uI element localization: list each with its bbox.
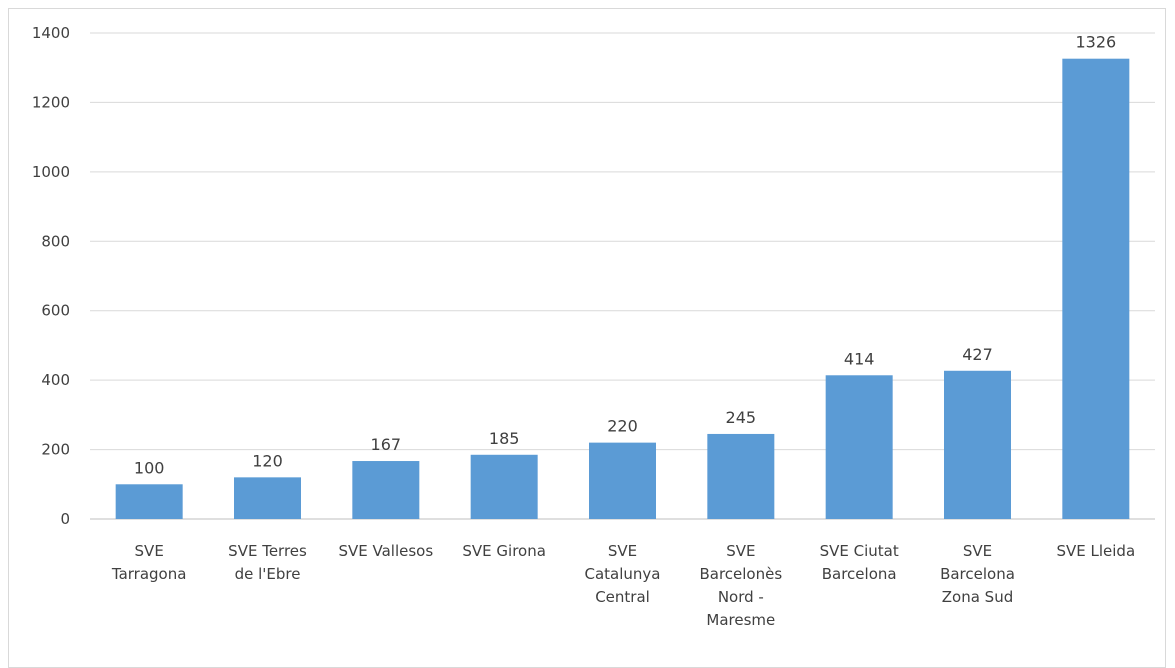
bar bbox=[944, 370, 1011, 519]
x-category-label-line: SVE bbox=[726, 542, 755, 560]
data-label: 427 bbox=[962, 345, 993, 364]
y-axis-ticks: 0 200 400 600 800 1000 1200 1400 bbox=[32, 24, 70, 528]
x-category-label-line: SVE Lleida bbox=[1056, 542, 1135, 560]
data-label: 120 bbox=[252, 451, 283, 470]
data-label: 245 bbox=[726, 408, 757, 427]
x-category-label-line: SVE Ciutat bbox=[820, 542, 899, 560]
x-category-label: SVE Vallesos bbox=[338, 542, 433, 560]
x-category-label: SVE Ciutat Barcelona bbox=[820, 542, 899, 583]
data-label: 220 bbox=[607, 417, 638, 436]
y-tick-label: 200 bbox=[41, 441, 70, 459]
x-category-label-line: Catalunya bbox=[585, 565, 661, 583]
bar bbox=[707, 433, 775, 519]
x-category-label-line: Barcelona bbox=[940, 565, 1015, 583]
x-category-label-line: Barcelonès bbox=[699, 565, 782, 583]
data-label: 167 bbox=[371, 435, 402, 454]
y-tick-label: 400 bbox=[41, 371, 70, 389]
data-label: 185 bbox=[489, 429, 520, 448]
x-category-label-line: Maresme bbox=[706, 611, 775, 629]
x-category-label-line: de l'Ebre bbox=[235, 565, 301, 583]
x-category-label-line: SVE bbox=[963, 542, 992, 560]
data-label: 1326 bbox=[1075, 33, 1116, 52]
x-category-label-line: SVE Vallesos bbox=[338, 542, 433, 560]
x-category-label-line: Barcelona bbox=[822, 565, 897, 583]
bar bbox=[1062, 58, 1130, 520]
x-category-label: SVE Barcelonès Nord - Maresme bbox=[699, 542, 782, 629]
x-category-label-line: Tarragona bbox=[111, 565, 187, 583]
x-category-label: SVE Catalunya Central bbox=[585, 542, 661, 606]
y-tick-label: 800 bbox=[41, 232, 70, 250]
x-category-label: SVE Tarragona bbox=[111, 542, 187, 583]
x-category-label: SVE Lleida bbox=[1056, 542, 1135, 560]
data-label: 100 bbox=[134, 458, 165, 477]
x-category-label-line: SVE bbox=[608, 542, 637, 560]
x-axis-categories: SVE Tarragona SVE Terres de l'Ebre SVE Valle… bbox=[111, 542, 1135, 629]
bar bbox=[234, 477, 301, 519]
data-label: 414 bbox=[844, 349, 875, 368]
bar bbox=[352, 461, 420, 519]
x-category-label-line: Zona Sud bbox=[942, 588, 1013, 606]
x-category-label-line: SVE Girona bbox=[462, 542, 546, 560]
bar bbox=[115, 484, 183, 519]
x-category-label: SVE Barcelona Zona Sud bbox=[940, 542, 1015, 606]
bars bbox=[115, 58, 1130, 520]
bar bbox=[825, 375, 893, 519]
y-tick-label: 0 bbox=[60, 510, 70, 528]
bar bbox=[589, 442, 656, 519]
bar bbox=[470, 454, 538, 519]
data-labels: 100 120 167 185 220 245 414 427 1326 bbox=[134, 33, 1116, 478]
y-tick-label: 1400 bbox=[32, 24, 70, 42]
bar-chart: 0 200 400 600 800 1000 1200 1400 100 120 167 185 22… bbox=[32, 24, 1155, 629]
y-tick-label: 1000 bbox=[32, 163, 70, 181]
x-category-label-line: SVE Terres bbox=[228, 542, 307, 560]
chart-frame bbox=[8, 8, 1166, 668]
x-category-label-line: SVE bbox=[135, 542, 164, 560]
x-category-label-line: Central bbox=[595, 588, 650, 606]
y-tick-label: 1200 bbox=[32, 93, 70, 111]
x-category-label: SVE Terres de l'Ebre bbox=[228, 542, 307, 583]
x-category-label-line: Nord - bbox=[718, 588, 764, 606]
x-category-label: SVE Girona bbox=[462, 542, 546, 560]
y-tick-label: 600 bbox=[41, 302, 70, 320]
